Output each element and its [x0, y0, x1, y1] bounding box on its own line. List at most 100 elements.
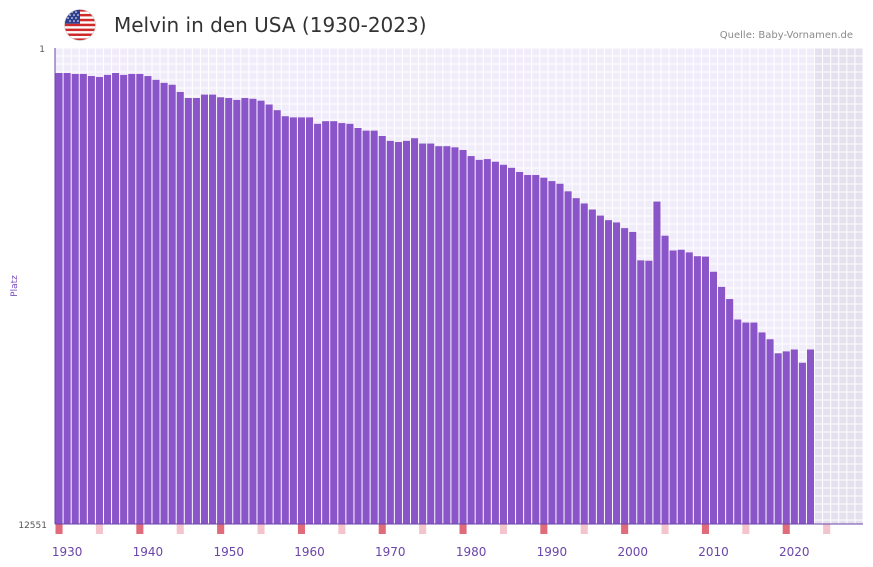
x-tick-label-2020: 2020 — [779, 545, 810, 559]
bar-1964 — [338, 123, 346, 524]
half-decade-marker-1984 — [499, 524, 507, 534]
x-tick-label-1930: 1930 — [52, 545, 83, 559]
bar-1942 — [160, 82, 168, 525]
bar-2022 — [806, 349, 815, 524]
bar-2015 — [750, 322, 758, 524]
half-decade-marker-1934 — [95, 524, 103, 534]
usa-flag-icon — [64, 9, 96, 41]
bar-1993 — [572, 198, 580, 524]
decade-marker-1939 — [136, 524, 144, 534]
decade-marker-2009 — [701, 524, 709, 534]
bar-1979 — [459, 149, 467, 524]
bar-2004 — [661, 235, 669, 524]
bar-1953 — [249, 98, 257, 524]
x-tick-label-1990: 1990 — [537, 545, 568, 559]
bar-1931 — [71, 73, 79, 525]
bar-1965 — [346, 123, 354, 525]
bar-series — [55, 72, 815, 525]
bar-1990 — [548, 181, 556, 524]
source-credit: Quelle: Baby-Vornamen.de — [719, 30, 853, 41]
bar-1943 — [168, 84, 176, 525]
bar-2014 — [742, 322, 750, 524]
decade-marker-1989 — [540, 524, 548, 534]
plot-grid — [54, 47, 864, 524]
bar-1994 — [580, 203, 588, 524]
decade-marker-1929 — [55, 524, 63, 534]
bar-2001 — [637, 260, 645, 524]
x-tick-label-2000: 2000 — [617, 545, 648, 559]
bar-1997 — [604, 220, 613, 524]
bar-1939 — [136, 73, 144, 525]
decade-marker-1999 — [621, 524, 629, 534]
bar-2009 — [701, 256, 709, 524]
bar-1960 — [305, 117, 314, 524]
y-axis-label: Platz — [10, 275, 20, 297]
bar-1986 — [516, 171, 524, 525]
bar-2007 — [685, 252, 693, 524]
bar-1946 — [192, 98, 200, 525]
bar-1941 — [152, 79, 160, 524]
bar-1995 — [588, 209, 596, 525]
bar-1971 — [394, 142, 402, 524]
bar-1989 — [540, 177, 548, 524]
bar-1975 — [427, 143, 435, 524]
bar-1963 — [330, 121, 338, 524]
x-tick-label-1980: 1980 — [456, 545, 487, 559]
bar-1987 — [524, 175, 532, 524]
bar-2012 — [726, 299, 734, 524]
bar-1938 — [128, 73, 136, 525]
half-decade-marker-1954 — [257, 524, 265, 534]
bar-1969 — [378, 135, 386, 525]
bar-1940 — [144, 76, 152, 525]
bar-1932 — [79, 73, 87, 525]
bar-2011 — [718, 286, 726, 524]
x-tick-label-1960: 1960 — [294, 545, 325, 559]
half-decade-marker-2014 — [742, 524, 750, 534]
bar-1983 — [491, 161, 499, 524]
half-decade-marker-1974 — [419, 524, 427, 534]
bar-1955 — [265, 104, 273, 524]
bar-1957 — [281, 116, 289, 525]
bar-2013 — [734, 319, 742, 524]
bar-1935 — [103, 74, 112, 524]
chart-title: Melvin in den USA (1930-2023) — [114, 13, 427, 37]
bar-1959 — [297, 117, 305, 524]
bar-1984 — [499, 164, 507, 524]
bar-1951 — [233, 99, 241, 524]
bar-1982 — [483, 159, 491, 524]
half-decade-marker-2024 — [823, 524, 831, 534]
bar-1998 — [613, 222, 621, 524]
bar-2018 — [774, 353, 782, 524]
bar-2016 — [758, 332, 766, 524]
bar-1968 — [370, 130, 378, 524]
bar-1950 — [225, 98, 233, 525]
bar-1991 — [556, 183, 564, 524]
bar-1934 — [95, 76, 103, 525]
bar-1937 — [120, 74, 128, 524]
bar-1985 — [507, 167, 516, 524]
bar-1977 — [443, 146, 451, 524]
bar-1947 — [200, 94, 209, 524]
half-decade-marker-1944 — [176, 524, 184, 534]
bar-1999 — [621, 228, 629, 524]
bar-1981 — [475, 159, 483, 524]
bar-1967 — [362, 130, 370, 524]
bar-1945 — [184, 98, 192, 525]
bar-1970 — [386, 140, 394, 525]
x-tick-label-2010: 2010 — [698, 545, 729, 559]
bar-1952 — [241, 98, 249, 525]
bar-1961 — [314, 123, 322, 525]
bar-1996 — [596, 215, 604, 524]
bar-1929 — [55, 72, 63, 524]
bar-2008 — [693, 256, 701, 524]
bar-1962 — [322, 121, 330, 524]
decade-marker-2019 — [782, 524, 790, 534]
y-tick-label-top: 1 — [39, 45, 45, 55]
bar-2000 — [629, 231, 637, 525]
bar-2020 — [790, 349, 798, 524]
bar-1972 — [402, 140, 411, 525]
bar-2021 — [798, 362, 806, 524]
bar-1949 — [217, 97, 225, 524]
bar-1954 — [257, 100, 265, 525]
